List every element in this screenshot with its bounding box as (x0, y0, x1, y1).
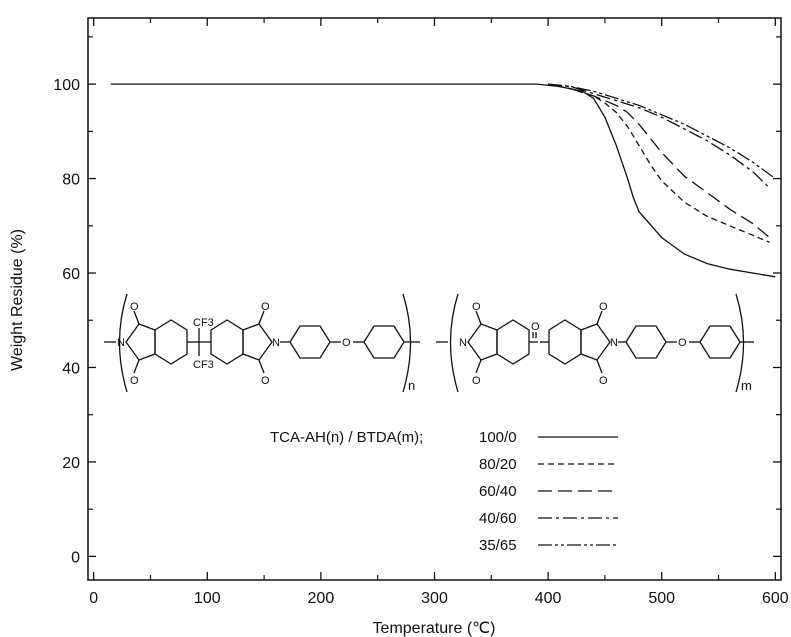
imide-ring (467, 323, 498, 361)
carbonyl-bond (475, 310, 482, 325)
subscript-m: m (741, 378, 752, 393)
x-tick-label: 0 (89, 590, 98, 607)
benzene-ring (363, 325, 405, 359)
atom-label-o: O (261, 375, 270, 387)
carbonyl-bond (258, 310, 265, 325)
carbonyl-bond (475, 359, 482, 374)
atom-label-o: O (130, 301, 139, 313)
carbonyl-bond (258, 359, 265, 374)
atom-label-o: O (472, 301, 481, 313)
plot-frame (87, 17, 782, 581)
y-tick-label: 20 (62, 455, 80, 472)
carbonyl-bond (133, 310, 140, 325)
atom-label-o: O (599, 301, 608, 313)
legend-label: 100/0 (479, 429, 517, 446)
series-line-60-40 (547, 83, 771, 239)
x-axis-title: Temperature (℃) (373, 620, 496, 637)
imide-ring (125, 323, 156, 361)
carbonyl-bond (133, 359, 140, 374)
x-tick-label: 600 (762, 590, 789, 607)
subscript-n: n (408, 378, 415, 393)
series-line-40-60 (548, 83, 771, 189)
x-tick-label: 400 (535, 590, 562, 607)
chemical-structure (104, 293, 754, 393)
atom-label-cf3: CF3 (193, 317, 214, 329)
atom-label-o: O (678, 337, 687, 349)
legend-label: 40/60 (479, 510, 517, 527)
legend-label: 80/20 (479, 456, 517, 473)
y-tick-label: 60 (62, 266, 80, 283)
atom-label-n: N (117, 337, 125, 349)
benzene-ring (289, 325, 331, 359)
x-tick-label: 100 (194, 590, 221, 607)
imide-ring (580, 323, 611, 361)
atom-label-o: O (342, 337, 351, 349)
carbonyl-bond (596, 310, 603, 325)
structure-paren-left-m (449, 293, 459, 393)
series-line-80-20 (547, 83, 770, 243)
atom-label-n: N (610, 337, 618, 349)
atom-label-o: O (472, 375, 481, 387)
benzene-ring (210, 319, 244, 365)
atom-label-n: N (272, 337, 280, 349)
atom-label-o: O (599, 375, 608, 387)
legend-label: 60/40 (479, 483, 517, 500)
structure-labels: O O N CF3 CF3 O O N O O O N O O O N O n … (117, 301, 752, 393)
atom-label-n: N (459, 337, 467, 349)
benzene-ring (699, 325, 741, 359)
benzene-ring (154, 319, 188, 365)
series-layer (110, 83, 776, 278)
x-tick-label: 500 (648, 590, 675, 607)
legend-label: 35/65 (479, 537, 517, 554)
benzene-ring (548, 319, 582, 365)
y-tick-label: 80 (62, 172, 80, 189)
atom-label-o: O (261, 301, 270, 313)
imide-ring (242, 323, 273, 361)
x-tick-label: 300 (421, 590, 448, 607)
y-tick-label: 100 (53, 77, 80, 94)
legend-title: TCA-AH(n) / BTDA(m); (270, 429, 423, 446)
atom-label-o: O (531, 321, 540, 333)
y-tick-label: 40 (62, 360, 80, 377)
y-tick-label: 0 (71, 549, 80, 566)
benzene-ring (625, 325, 667, 359)
series-line-35-65 (548, 83, 776, 180)
benzene-ring (496, 319, 530, 365)
carbonyl-bond (596, 359, 603, 374)
structure-paren-left-n (118, 293, 128, 393)
x-tick-label: 200 (308, 590, 335, 607)
atom-label-o: O (130, 375, 139, 387)
legend: TCA-AH(n) / BTDA(m); 100/0 80/20 60/40 40/6… (270, 429, 618, 554)
series-line-100-0 (110, 83, 776, 278)
atom-label-cf3: CF3 (193, 359, 214, 371)
y-axis-title: Weight Residue (%) (9, 229, 26, 371)
ticks-layer: 0 100 200 300 400 500 600 0 20 40 60 80 100 (53, 18, 789, 607)
